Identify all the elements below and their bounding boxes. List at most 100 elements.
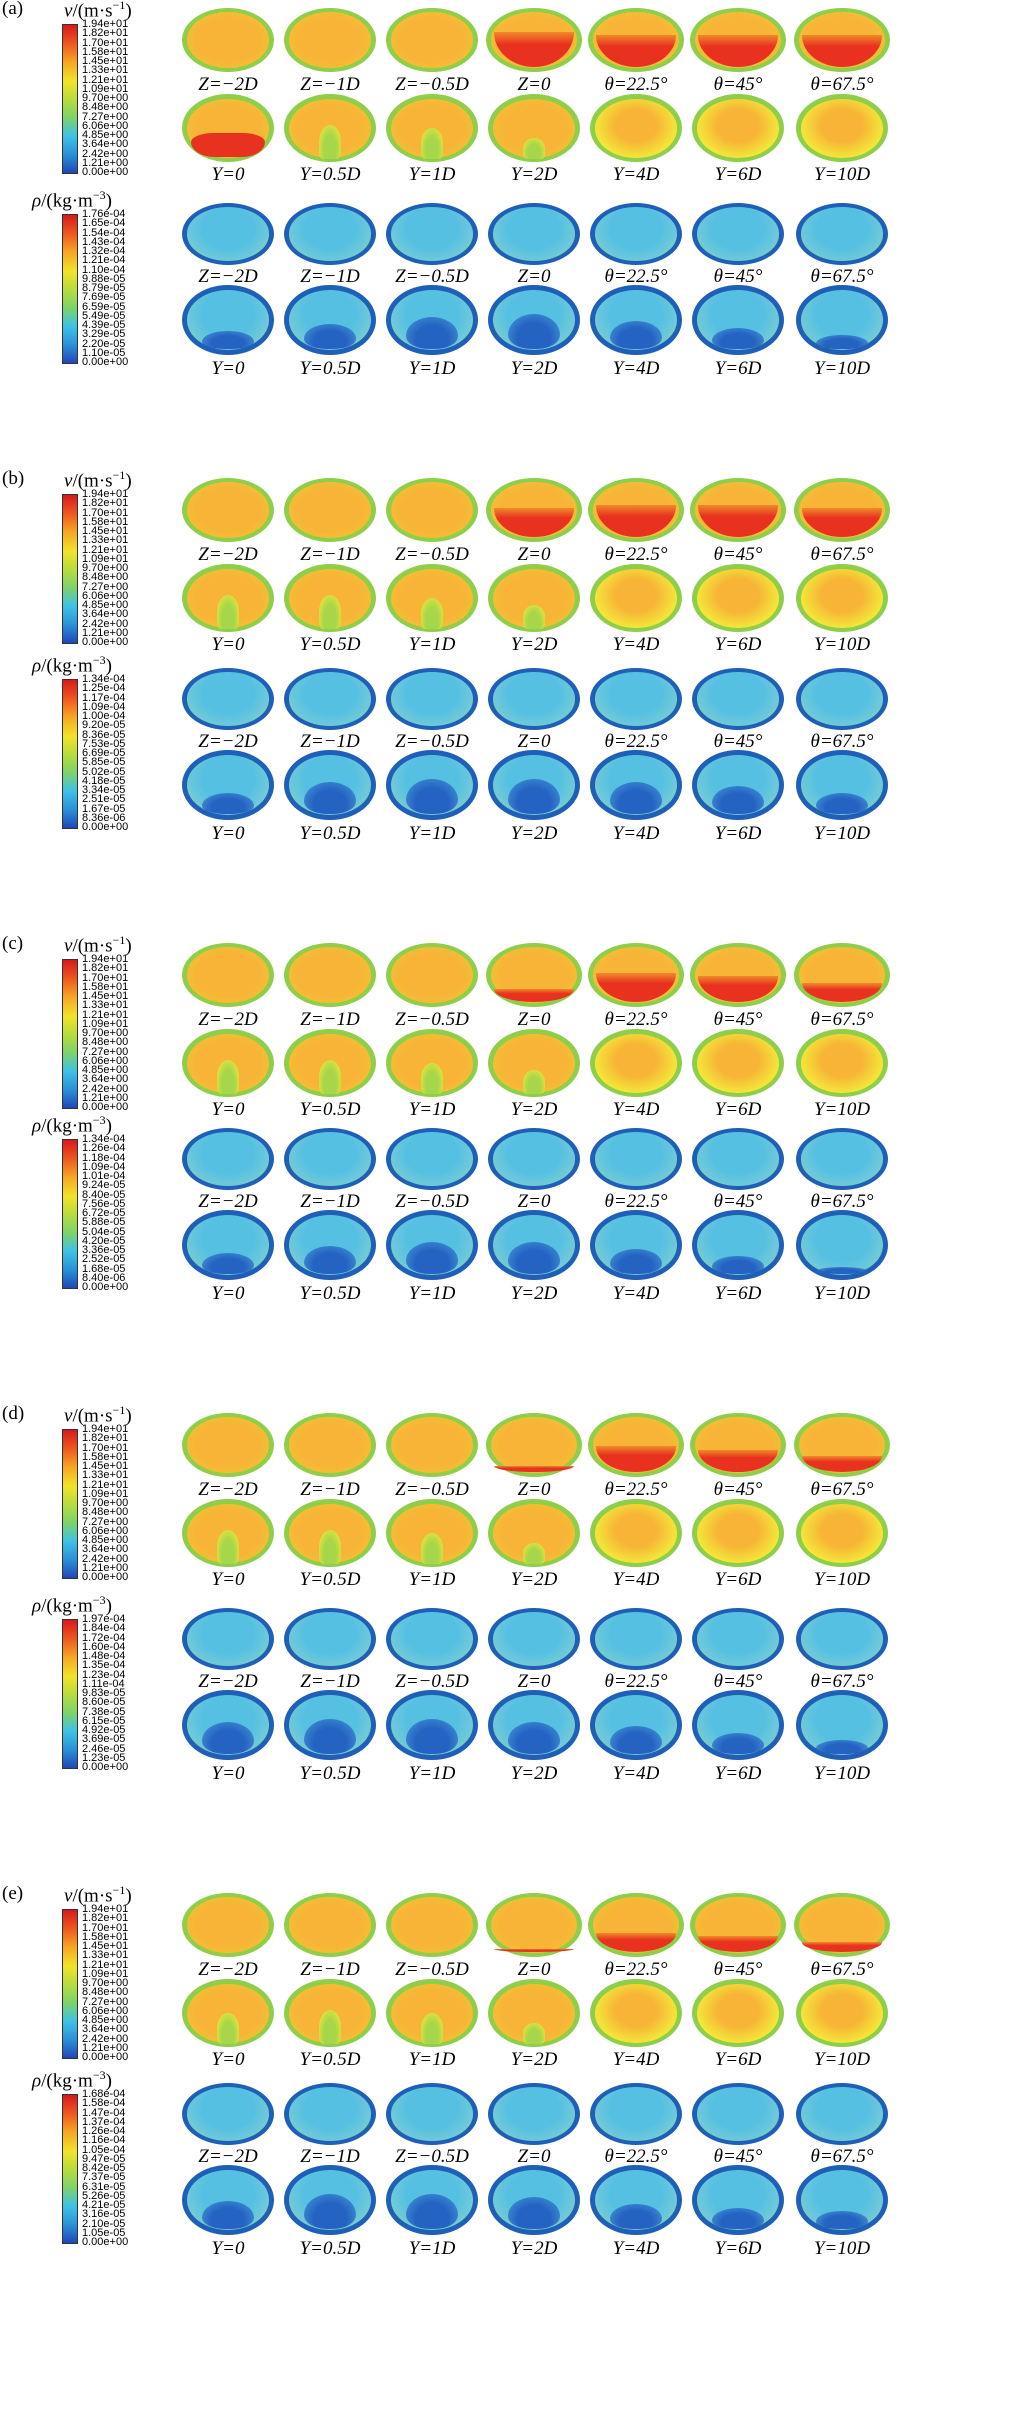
contour-caption: Y=0 <box>211 1569 245 1590</box>
velocity-contour-body <box>696 98 780 158</box>
velocity-contour <box>386 1029 478 1097</box>
density-contour-body <box>594 672 678 726</box>
velocity-colorbar-tick: 1.70e+01 <box>82 1921 129 1934</box>
density-contour-body <box>696 2087 780 2141</box>
contour-caption: Z=−0.5D <box>395 1479 469 1500</box>
velocity-contour-body <box>186 482 270 539</box>
density-low-zone <box>816 2211 868 2229</box>
velocity-contour <box>486 478 582 542</box>
velocity-contour <box>182 8 274 72</box>
density-colorbar-tick: 1.54e-04 <box>82 226 126 239</box>
panel-label: (c) <box>2 933 24 954</box>
density-contour <box>182 2083 274 2145</box>
density-colorbar <box>62 214 78 364</box>
density-low-zone <box>610 1249 662 1274</box>
velocity-contour-body <box>594 1503 678 1563</box>
density-contour <box>284 1128 376 1190</box>
contour-caption: Z=0 <box>517 1009 551 1030</box>
velocity-colorbar-tick: 6.06e+00 <box>82 119 129 132</box>
contour-caption: Y=0.5D <box>299 1763 361 1784</box>
contour-caption: Y=0 <box>211 823 245 844</box>
contour-caption: Y=0.5D <box>299 358 361 379</box>
contour-caption: Y=4D <box>612 1099 660 1120</box>
contour-caption: Y=2D <box>510 1763 558 1784</box>
contour-caption: θ=22.5° <box>604 74 668 95</box>
contour-caption: Y=4D <box>612 1283 660 1304</box>
velocity-colorbar-tick: 8.48e+00 <box>82 1986 129 1999</box>
velocity-colorbar-tick: 1.21e+01 <box>82 543 129 556</box>
velocity-contour <box>486 8 582 72</box>
density-colorbar-tick: 9.88e-05 <box>82 272 126 285</box>
velocity-contour-body <box>490 1897 578 1954</box>
velocity-contour-body <box>800 1983 884 2043</box>
velocity-contour <box>796 1029 888 1097</box>
density-contour-body <box>492 207 576 261</box>
density-contour <box>284 2083 376 2145</box>
velocity-contour <box>284 1893 376 1957</box>
velocity-colorbar-tick: 3.64e+00 <box>82 1073 129 1086</box>
velocity-colorbar-title: v/(m·s−1) <box>64 1403 132 1427</box>
density-colorbar <box>62 679 78 829</box>
density-colorbar-title: ρ/(kg·m−3) <box>32 653 112 677</box>
contour-caption: Y=1D <box>408 1283 456 1304</box>
contour-caption: Z=−2D <box>198 1479 258 1500</box>
density-contour <box>590 1608 682 1670</box>
velocity-colorbar-tick: 1.09e+01 <box>82 1017 129 1030</box>
density-colorbar-tick: 1.10e-05 <box>82 346 126 359</box>
contour-caption: Z=−1D <box>300 1191 360 1212</box>
contour-caption: Y=1D <box>408 1099 456 1120</box>
velocity-colorbar-tick: 1.45e+01 <box>82 1460 129 1472</box>
velocity-symbol: v <box>64 0 73 22</box>
velocity-contour <box>796 1499 888 1567</box>
density-contour <box>284 2165 376 2235</box>
density-contour <box>692 1210 784 1280</box>
velocity-jet-stem <box>216 2013 240 2044</box>
contour-caption: θ=22.5° <box>604 1191 668 1212</box>
velocity-contour-body <box>594 568 678 628</box>
density-colorbar-tick: 1.26e-04 <box>82 2125 126 2137</box>
density-contour <box>488 1690 580 1760</box>
velocity-contour <box>692 1979 784 2047</box>
velocity-colorbar-tick: 0.00e+00 <box>82 1101 129 1113</box>
contour-caption: θ=67.5° <box>810 1959 874 1980</box>
density-colorbar-tick: 0.00e+00 <box>82 1281 129 1293</box>
density-contour <box>386 668 478 730</box>
density-colorbar-tick: 6.31e-05 <box>82 2180 126 2193</box>
density-colorbar-tick: 3.69e-05 <box>82 1733 126 1746</box>
velocity-contour <box>690 943 786 1007</box>
density-contour <box>182 1608 274 1670</box>
velocity-high-zone <box>191 132 265 157</box>
contour-caption: θ=45° <box>713 266 763 287</box>
velocity-contour <box>690 8 786 72</box>
density-contour-body <box>800 1612 884 1666</box>
density-unit-exponent: −3 <box>92 1113 106 1127</box>
velocity-contour <box>486 943 582 1007</box>
density-contour-body <box>696 207 780 261</box>
velocity-colorbar-tick: 1.21e+00 <box>82 1091 129 1104</box>
density-colorbar-tick: 9.24e-05 <box>82 1179 126 1192</box>
density-unit-exponent: −3 <box>92 1593 106 1607</box>
contour-caption: Z=−0.5D <box>395 74 469 95</box>
density-contour <box>182 1210 274 1280</box>
density-unit-close: ) <box>105 655 112 677</box>
velocity-jet-stem <box>420 1063 444 1094</box>
density-colorbar-tick: 9.83e-05 <box>82 1687 126 1699</box>
velocity-colorbar-tick: 1.70e+01 <box>82 36 129 49</box>
velocity-colorbar-tick: 2.42e+00 <box>82 1552 129 1565</box>
velocity-high-zone <box>697 1935 779 1952</box>
density-colorbar-tick: 1.16e-04 <box>82 2134 126 2147</box>
velocity-unit-close: ) <box>125 0 132 22</box>
velocity-colorbar-tick: 9.70e+00 <box>82 562 129 574</box>
velocity-colorbar <box>62 959 78 1109</box>
velocity-contour <box>796 564 888 632</box>
density-low-zone <box>406 1718 458 1754</box>
contour-caption: Y=6D <box>714 2049 762 2070</box>
velocity-contour <box>386 8 478 72</box>
density-contour-body <box>594 2087 678 2141</box>
velocity-colorbar-title: v/(m·s−1) <box>64 933 132 957</box>
velocity-jet-stem <box>522 1543 546 1564</box>
contour-caption: Z=0 <box>517 266 551 287</box>
velocity-contour <box>794 1413 890 1477</box>
contour-caption: θ=67.5° <box>810 1671 874 1692</box>
velocity-colorbar-tick: 8.48e+00 <box>82 1506 129 1519</box>
